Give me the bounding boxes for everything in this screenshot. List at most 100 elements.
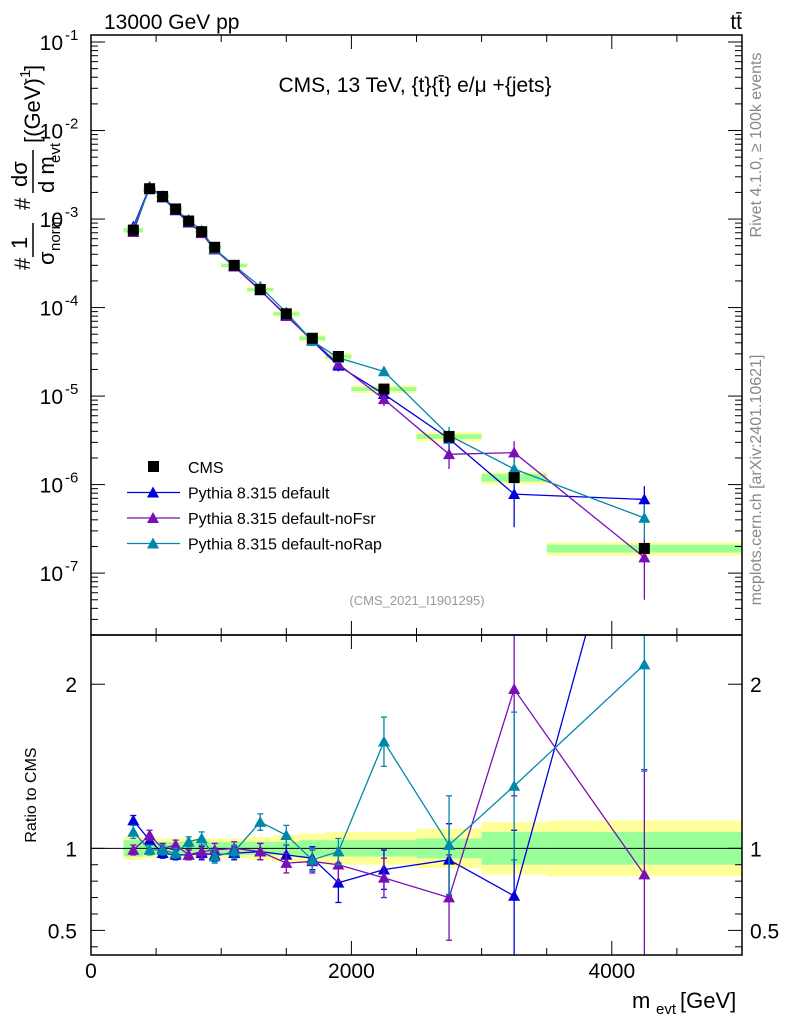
- ratio-series-2-point: [169, 839, 182, 850]
- ratio-series-3-point: [156, 843, 169, 855]
- series-1-point: [508, 488, 521, 499]
- legend-square-marker: [148, 461, 159, 472]
- cms-data-point: [209, 241, 221, 253]
- main-y-tick-label-base: 10: [40, 298, 63, 321]
- ratio-axes: 0.5 0.5 1 1 2 2 0 2000 4000: [48, 634, 779, 983]
- process-label: tt̄: [730, 11, 742, 34]
- legend-entry: Pythia 8.315 default-noFsr: [127, 511, 376, 528]
- legend-label: CMS: [188, 460, 224, 477]
- x-label-main: m: [632, 988, 650, 1013]
- cms-data-point: [378, 383, 390, 395]
- chart-title: CMS, 13 TeV, {t}{t̄} e/μ +{jets}: [278, 74, 551, 97]
- series-2-point: [443, 448, 456, 460]
- cms-data-point: [170, 203, 182, 215]
- main-panel: 10-110-210-310-410-510-610-7 CMS, 13 TeV…: [40, 27, 743, 636]
- main-y-tick-label-base: 10: [40, 121, 63, 144]
- cms-data-point: [306, 332, 318, 344]
- main-y-tick-label-exp: -2: [65, 116, 78, 133]
- ratio-series-2-point: [195, 845, 208, 857]
- rivet-version-label: Rivet 4.1.0, ≥ 100k events: [748, 53, 765, 238]
- main-axes: 10-110-210-310-410-510-610-7: [40, 27, 743, 636]
- y-label-frac2-num: dσ: [7, 161, 32, 187]
- series-3-point: [508, 463, 521, 474]
- ratio-series-1-point: [508, 889, 521, 901]
- series-1-point: [638, 493, 651, 505]
- ratio-series-3-point: [143, 843, 156, 855]
- main-y-tick-label-exp: -6: [65, 470, 78, 487]
- ratio-series-3-line: [132, 664, 645, 861]
- series-2-point: [377, 393, 390, 405]
- cms-data-point: [638, 542, 650, 554]
- y-label-frac1-num: 1: [7, 237, 32, 249]
- series-2-point: [638, 551, 651, 563]
- legend-entry: Pythia 8.315 default-noRap: [127, 537, 382, 554]
- cms-data-point: [157, 190, 169, 202]
- ratio-series-2-point: [443, 891, 456, 903]
- cms-data-point: [332, 351, 344, 363]
- ratio-series-2-group: [127, 635, 651, 955]
- main-y-tick-label-base: 10: [40, 209, 63, 232]
- mcplots-label: mcplots.cern.ch [arXiv:2401.10621]: [748, 355, 765, 606]
- cms-data-point: [443, 430, 455, 442]
- ratio-series-3-point: [254, 816, 267, 827]
- ratio-y-tick-label-right: 1: [750, 838, 762, 861]
- legend: CMS Pythia 8.315 default Pythia 8.315 defa…: [127, 460, 382, 554]
- y-label-unit-exp: -1: [17, 70, 34, 83]
- y-label-frac1-den: σ: [34, 251, 59, 265]
- ratio-series-1-point: [332, 876, 345, 888]
- ratio-series-2-point: [280, 857, 293, 868]
- ratio-panel: 0.5 0.5 1 1 2 2 0 2000 4000: [48, 416, 779, 983]
- ratio-series-2-line: [132, 687, 645, 899]
- main-y-tick-label-exp: -3: [65, 204, 78, 221]
- main-y-tick-label-exp: -4: [65, 293, 78, 310]
- x-tick-label: 2000: [328, 960, 375, 983]
- ratio-y-tick-label-left: 2: [65, 674, 77, 697]
- cms-data-point: [254, 283, 266, 295]
- legend-label: Pythia 8.315 default-noRap: [188, 537, 382, 554]
- ratio-series-3-point: [169, 847, 182, 859]
- y-label-frac2-den: d m: [34, 156, 59, 193]
- ratio-series-3-point: [332, 845, 345, 857]
- x-label-unit: [GeV]: [680, 988, 736, 1013]
- ratio-series-2-point: [182, 848, 195, 860]
- series-3-point: [638, 511, 651, 523]
- ratio-y-tick-label-left: 1: [65, 838, 77, 861]
- cms-data-point: [280, 308, 292, 320]
- ratio-series-2-point: [638, 868, 651, 880]
- x-tick-label: 4000: [588, 960, 635, 983]
- ratio-series-2-point: [127, 843, 140, 855]
- ratio-y-tick-label-right: 0.5: [750, 920, 779, 943]
- y-label-unit: [(GeV): [20, 78, 45, 143]
- legend-label: Pythia 8.315 default-noFsr: [188, 511, 376, 528]
- ratio-series-1-point: [127, 814, 140, 826]
- ratio-series-3-group: [127, 635, 651, 895]
- main-series: [127, 181, 651, 600]
- main-y-tick-label-base: 10: [40, 563, 63, 586]
- analysis-watermark: (CMS_2021_I1901295): [349, 593, 484, 608]
- main-y-tick-label-exp: -7: [65, 558, 78, 575]
- cms-data-point: [183, 215, 195, 227]
- ratio-series-3-point: [208, 850, 221, 862]
- ratio-y-tick-label-right: 2: [750, 674, 762, 697]
- ratio-series-3-point: [638, 658, 651, 670]
- legend-entry: CMS: [148, 460, 224, 477]
- ratio-series-2-point: [254, 845, 267, 857]
- cms-data-point: [127, 224, 139, 236]
- series-3-line: [132, 187, 645, 519]
- ratio-series-1-point: [638, 416, 650, 427]
- ratio-series-3-point: [443, 839, 456, 850]
- legend-entry: Pythia 8.315 default: [127, 486, 330, 503]
- x-label-sub: evt: [656, 1001, 677, 1018]
- x-axis-label: m evt [GeV]: [632, 988, 736, 1018]
- energy-label: 13000 GeV pp: [104, 11, 239, 34]
- ratio-series: [127, 416, 651, 955]
- cms-data-group: [127, 183, 650, 554]
- ratio-y-tick-label-left: 0.5: [48, 920, 77, 943]
- y-label-hash-2: #: [10, 197, 35, 210]
- ratio-series-3-point: [377, 735, 390, 747]
- ratio-series-3-point: [182, 835, 195, 847]
- series-1-line: [132, 185, 645, 501]
- main-y-tick-label-base: 10: [40, 386, 63, 409]
- ratio-series-3-point: [280, 829, 293, 841]
- ratio-series-3-point: [228, 845, 241, 857]
